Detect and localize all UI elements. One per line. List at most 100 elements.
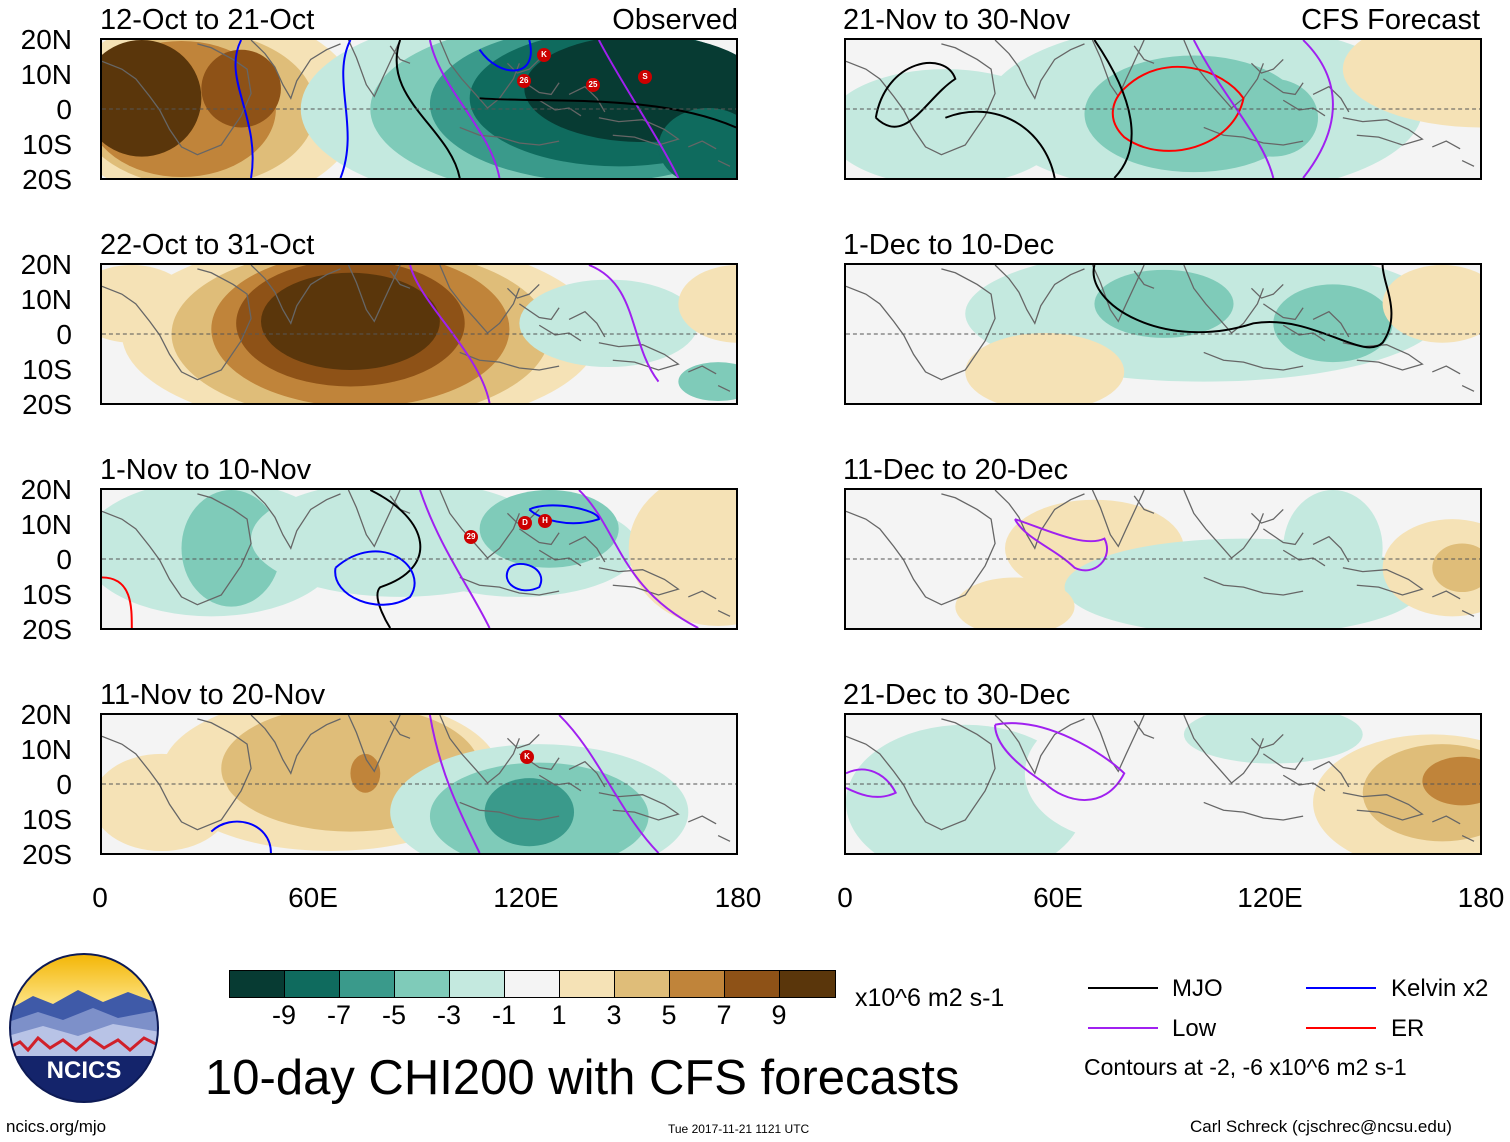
colorbar-swatch: [285, 971, 340, 997]
coastline: [506, 58, 540, 74]
field-blob: [181, 490, 281, 607]
coastline: [347, 40, 401, 98]
coastline: [1342, 792, 1424, 821]
low-contour: [428, 40, 501, 178]
kelvin-contour: [210, 820, 272, 853]
coastline: [389, 270, 411, 289]
lat-label: 10N: [20, 509, 72, 540]
coastline: [1183, 40, 1264, 109]
field-blob: [1382, 265, 1480, 343]
field-blob: [955, 577, 1075, 628]
coastline: [1133, 45, 1155, 64]
low-contour: [428, 715, 481, 853]
coastline: [717, 159, 731, 167]
coastline: [347, 265, 401, 323]
coastline: [250, 715, 341, 775]
lat-label: 20N: [20, 249, 72, 280]
kelvin-contour: [334, 550, 416, 606]
coastline: [688, 365, 717, 375]
coastline: [598, 567, 680, 596]
coastline: [1342, 117, 1424, 146]
lat-label: 10N: [20, 734, 72, 765]
footer-timestamp: Tue 2017-11-21 1121 UTC: [668, 1122, 810, 1136]
coastline: [1432, 140, 1461, 150]
coastline: [439, 490, 520, 559]
coastline: [688, 815, 717, 825]
legend-contours-note: Contours at -2, -6 x10^6 m2 s-1: [1084, 1054, 1407, 1080]
ncics-logo: NCICS: [8, 952, 160, 1104]
lat-label: 20N: [20, 474, 72, 505]
lat-label: 0: [56, 769, 72, 800]
coastline: [1183, 715, 1264, 784]
colorbar-swatch: [780, 971, 835, 997]
coastline: [1461, 159, 1475, 167]
cyclone-marker: K: [520, 750, 534, 764]
lat-label: 20N: [20, 699, 72, 730]
coastline: [994, 715, 1085, 775]
coastline: [1250, 733, 1284, 749]
coastline: [1461, 384, 1475, 392]
footer-credit: Carl Schreck (cjschrec@ncsu.edu): [1190, 1117, 1452, 1136]
mjo-contour: [479, 97, 736, 129]
coastline: [1262, 753, 1304, 771]
field-blob: [965, 333, 1125, 403]
lat-label: 20S: [22, 389, 72, 420]
coastline: [846, 268, 996, 381]
field-blob: [1422, 756, 1480, 806]
legend-line-mjo: [1088, 987, 1158, 989]
coastline: [568, 535, 606, 563]
coastline: [1183, 490, 1264, 559]
low-contour: [588, 265, 660, 383]
coastline: [1312, 535, 1350, 563]
coastline: [1312, 310, 1350, 338]
coastline: [459, 576, 560, 596]
field-blob: [678, 265, 736, 343]
kelvin-contour: [339, 40, 352, 178]
colorbar-swatch: [560, 971, 615, 997]
field-blob: [519, 279, 699, 368]
low-contour: [994, 722, 1126, 801]
legend-line-low: [1088, 1027, 1158, 1029]
panel-title: 1-Nov to 10-Nov: [100, 454, 312, 486]
kelvin-contour: [234, 40, 254, 178]
coastline: [598, 792, 680, 821]
coastline: [846, 718, 996, 831]
coastline: [568, 760, 606, 788]
lat-label: 0: [56, 94, 72, 125]
colorbar-label: -3: [436, 1000, 461, 1030]
low-contour: [558, 715, 660, 853]
coastline: [389, 720, 411, 739]
mjo-contour: [945, 110, 1056, 178]
field-blob: [1183, 715, 1363, 764]
coastline: [459, 351, 560, 371]
coastline: [1091, 490, 1145, 548]
colorbar-swatch: [615, 971, 670, 997]
footer-url[interactable]: ncics.org/mjo: [6, 1117, 107, 1136]
coastline: [994, 40, 1085, 100]
coastline: [1133, 720, 1155, 739]
lat-label: 10S: [22, 579, 72, 610]
forecast-map-3: [844, 488, 1482, 630]
colorbar-swatch: [505, 971, 560, 997]
observed-map-1: K 26 25 S: [100, 38, 738, 180]
colorbar-swatch: [230, 971, 285, 997]
observed-map-2: [100, 263, 738, 405]
observed-map-4: K: [100, 713, 738, 855]
coastline: [1432, 815, 1461, 825]
colorbar-label: -5: [381, 1000, 406, 1030]
coastline: [347, 715, 401, 773]
panel-title: 21-Dec to 30-Dec: [843, 679, 1071, 711]
field-blob: [1283, 490, 1383, 607]
coastline: [506, 283, 540, 299]
coastline: [1461, 834, 1475, 842]
coastline: [439, 265, 520, 334]
low-contour: [409, 265, 491, 403]
lon-label-180: 180: [1457, 882, 1505, 913]
coastline: [1262, 528, 1304, 546]
coastline: [1203, 576, 1304, 596]
coastline: [717, 384, 731, 392]
observed-map-3: 29 D H: [100, 488, 738, 630]
cyclone-marker: 29: [464, 530, 478, 544]
field-blob: [1024, 715, 1224, 842]
legend-mjo: MJO: [1172, 975, 1223, 1002]
